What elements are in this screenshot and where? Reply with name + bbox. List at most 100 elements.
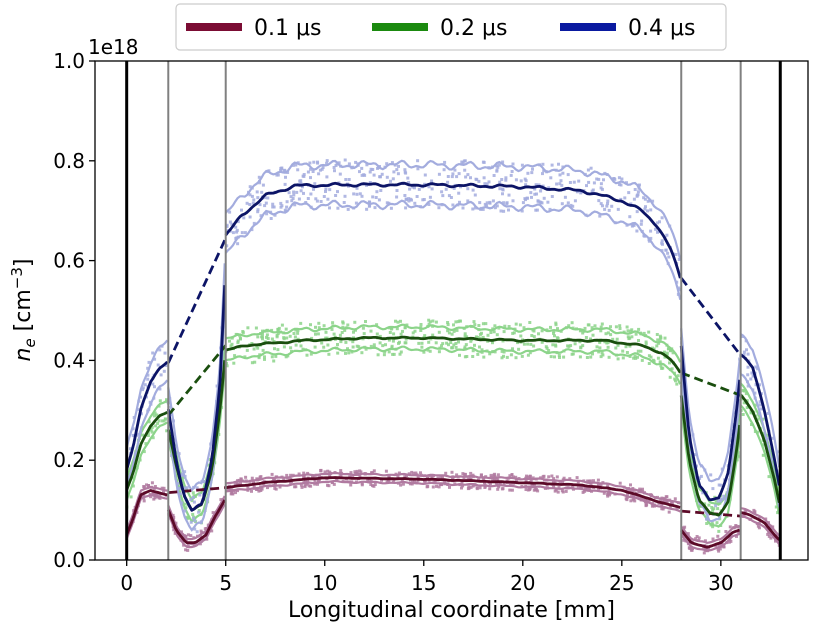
data-point-s1-g2-373 <box>341 320 345 324</box>
data-point-s0-g3-53 <box>702 551 706 555</box>
data-point-s1-g2-460 <box>655 333 659 336</box>
data-point-s2-g2-79 <box>416 167 420 171</box>
data-point-s1-g2-429 <box>481 335 485 339</box>
data-point-s2-g4-31 <box>760 407 764 411</box>
data-point-s2-g2-89 <box>457 191 461 195</box>
data-point-s0-g2-152 <box>497 485 501 489</box>
band-lower-s1-g0 <box>125 421 168 501</box>
data-point-s2-g4-13 <box>766 411 770 415</box>
data-point-s2-g2-183 <box>346 207 350 211</box>
data-point-s1-g2-434 <box>454 342 458 345</box>
legend-label-0: 0.1 μs <box>254 16 321 41</box>
data-point-s1-g2-292 <box>632 356 636 360</box>
data-point-s1-g2-370 <box>477 324 481 327</box>
data-point-s1-g0-35 <box>142 450 146 454</box>
data-point-s1-g2-480 <box>388 331 392 334</box>
data-point-s2-g2-393 <box>228 210 232 214</box>
data-point-s2-g2-260 <box>623 196 627 200</box>
data-point-s0-g2-504 <box>602 491 606 495</box>
data-point-s1-g2-241 <box>261 348 265 352</box>
data-point-s2-g2-91 <box>312 187 315 191</box>
data-point-s0-g2-385 <box>460 480 464 484</box>
data-point-s2-g2-321 <box>360 173 364 177</box>
data-point-s1-g0-32 <box>163 417 167 421</box>
data-point-s2-g2-83 <box>389 206 393 210</box>
data-point-s1-g2-229 <box>447 331 451 335</box>
data-point-s2-g2-351 <box>328 188 332 192</box>
band-lower-s0-g1 <box>167 503 226 549</box>
data-point-s0-g2-13 <box>555 475 559 479</box>
data-point-s1-g2-446 <box>431 319 435 323</box>
data-point-s0-g2-482 <box>535 488 538 491</box>
data-point-s2-g2-346 <box>590 189 594 193</box>
data-point-s2-g2-143 <box>469 176 472 180</box>
data-point-s1-g0-2 <box>158 399 162 403</box>
data-point-s1-g2-422 <box>652 359 656 363</box>
data-point-s1-g0-13 <box>154 424 158 428</box>
data-point-s2-g2-479 <box>520 209 524 213</box>
data-point-s1-g2-259 <box>528 321 532 324</box>
data-point-s1-g2-232 <box>671 351 675 355</box>
data-point-s1-g0-40 <box>129 495 133 499</box>
data-point-s0-g2-294 <box>359 470 363 474</box>
data-point-s1-g2-279 <box>288 334 292 338</box>
y-axis-label-unit: [cm <box>11 289 36 338</box>
data-point-s0-g2-180 <box>373 483 377 486</box>
data-point-s2-g2-127 <box>273 213 277 217</box>
data-point-s2-g2-7 <box>639 222 643 226</box>
data-point-s2-g2-35 <box>478 201 482 205</box>
data-point-s2-g2-430 <box>541 172 544 176</box>
data-point-s1-g2-475 <box>625 325 629 329</box>
data-point-s1-g2-452 <box>669 349 672 353</box>
data-point-s2-g2-289 <box>344 178 348 181</box>
data-point-s2-g4-16 <box>742 350 746 354</box>
data-point-s1-g2-253 <box>609 325 612 329</box>
data-point-s1-g2-236 <box>495 333 499 337</box>
data-point-s2-g2-426 <box>495 168 499 172</box>
data-point-s1-g2-291 <box>398 352 402 356</box>
data-point-s1-g2-178 <box>274 354 278 358</box>
data-point-s2-g2-255 <box>667 255 671 259</box>
data-point-s2-g0-21 <box>148 400 152 404</box>
data-point-s0-g2-226 <box>332 482 336 486</box>
data-point-s0-g2-253 <box>471 484 475 488</box>
data-point-s1-g2-261 <box>434 320 438 324</box>
data-point-s1-g3-62 <box>712 507 716 511</box>
data-point-s2-g2-63 <box>428 195 432 199</box>
data-point-s0-g2-377 <box>316 478 320 482</box>
data-point-s0-g2-297 <box>607 488 611 492</box>
data-point-s2-g0-23 <box>159 373 163 377</box>
data-point-s1-g2-36 <box>554 323 558 327</box>
data-point-s1-g2-247 <box>225 364 229 368</box>
data-point-s1-g4-19 <box>776 511 780 515</box>
data-point-s1-g2-469 <box>257 356 261 360</box>
data-point-s0-g2-171 <box>299 483 303 487</box>
data-point-s1-g2-414 <box>584 336 588 339</box>
x-axis-label: Longitudinal coordinate [mm] <box>288 598 615 623</box>
data-point-s2-g2-348 <box>395 168 399 172</box>
data-point-s1-g2-500 <box>549 355 553 359</box>
data-point-s2-g1-17 <box>193 527 197 531</box>
data-point-s2-g2-125 <box>587 180 591 184</box>
data-point-s2-g2-263 <box>555 182 559 186</box>
data-point-s2-g2-501 <box>236 220 240 224</box>
data-point-s2-g2-384 <box>255 190 259 194</box>
data-point-s2-g2-103 <box>464 175 468 179</box>
series-line-s1-g3 <box>679 395 742 517</box>
data-point-s1-g2-146 <box>375 332 379 336</box>
data-point-s1-g2-311 <box>427 340 431 344</box>
data-point-s2-g1-20 <box>189 498 193 501</box>
data-point-s2-g0-18 <box>156 363 160 367</box>
data-point-s1-g2-504 <box>397 341 400 345</box>
data-point-s2-g2-133 <box>285 205 289 209</box>
data-point-s2-g2-15 <box>299 181 303 185</box>
data-point-s2-g3-3 <box>698 476 702 480</box>
data-point-s1-g3-0 <box>703 502 707 506</box>
data-point-s2-g2-54 <box>466 173 470 177</box>
data-point-s2-g2-504 <box>557 162 560 166</box>
data-point-s2-g2-379 <box>547 186 551 190</box>
data-point-s2-g2-392 <box>529 191 533 195</box>
data-point-s1-g2-364 <box>449 341 453 344</box>
data-point-s2-g2-241 <box>571 204 575 208</box>
data-point-s0-g4-15 <box>766 532 770 536</box>
